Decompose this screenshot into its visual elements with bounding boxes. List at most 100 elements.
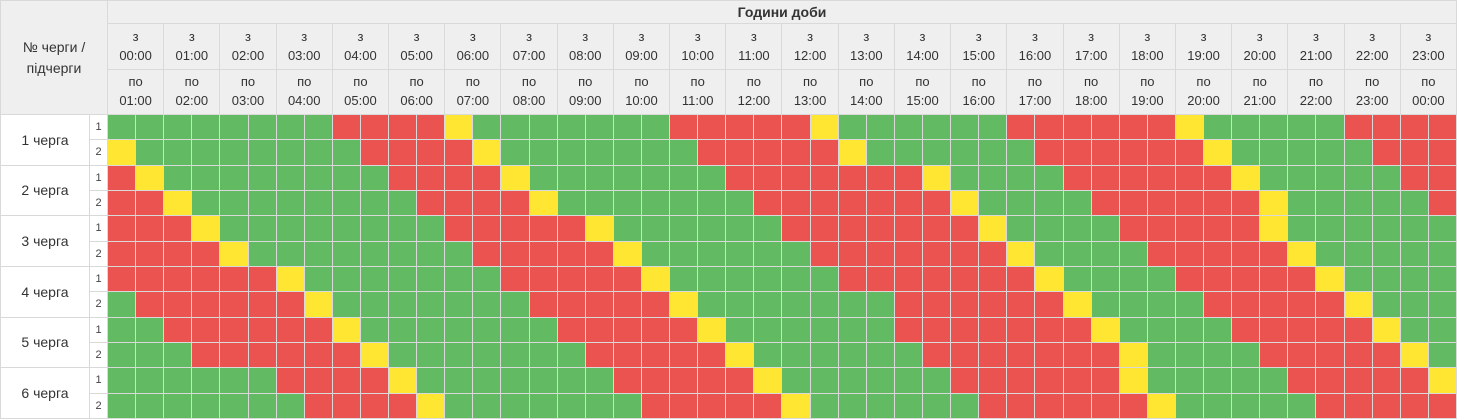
schedule-cell [1035, 140, 1063, 165]
schedule-cell [1175, 317, 1204, 342]
schedule-cell [754, 165, 782, 190]
schedule-cell [923, 393, 951, 418]
schedule-cell [1175, 115, 1204, 140]
schedule-cell [192, 267, 220, 292]
schedule-cell [782, 115, 810, 140]
schedule-cell [192, 343, 220, 368]
schedule-cell [1063, 191, 1091, 216]
schedule-cell [838, 191, 866, 216]
schedule-cell [1063, 393, 1091, 418]
schedule-cell [389, 368, 417, 393]
schedule-cell [1063, 241, 1091, 266]
schedule-cell [1147, 241, 1175, 266]
schedule-cell [1204, 115, 1232, 140]
hour-from-header: з 01:00 [164, 24, 220, 69]
schedule-cell [1428, 216, 1456, 241]
schedule-cell [585, 191, 613, 216]
hour-to-header: по 07:00 [445, 70, 501, 114]
schedule-cell [894, 267, 923, 292]
schedule-cell [164, 191, 192, 216]
schedule-cell [473, 368, 501, 393]
schedule-cell [894, 368, 923, 393]
schedule-cell [1007, 292, 1035, 317]
schedule-cell [529, 267, 557, 292]
subqueue-number: 2 [90, 191, 107, 216]
schedule-cell [248, 267, 276, 292]
schedule-cell [810, 368, 838, 393]
schedule-cell [1400, 368, 1428, 393]
schedule-cell [445, 115, 473, 140]
schedule-cell [473, 267, 501, 292]
schedule-cell [641, 165, 670, 190]
schedule-cell [866, 140, 894, 165]
schedule-cell [951, 140, 979, 165]
schedule-cell [220, 317, 248, 342]
schedule-cell [1344, 292, 1372, 317]
schedule-cell [108, 343, 136, 368]
schedule-cell [417, 292, 445, 317]
schedule-cell [1428, 368, 1456, 393]
schedule-cell [782, 267, 810, 292]
schedule-cell [810, 140, 838, 165]
schedule-cell [754, 267, 782, 292]
schedule-cell [389, 317, 417, 342]
schedule-cell [754, 191, 782, 216]
schedule-cell [613, 115, 641, 140]
schedule-cell [136, 165, 164, 190]
schedule-cell [613, 393, 641, 418]
schedule-cell [1288, 115, 1316, 140]
schedule-cell [1232, 191, 1260, 216]
hour-from-header: з 03:00 [276, 24, 332, 69]
schedule-cell [360, 165, 389, 190]
schedule-cell [389, 165, 417, 190]
hour-to-header: по 10:00 [613, 70, 670, 114]
schedule-cell [1232, 343, 1260, 368]
schedule-cell [220, 115, 248, 140]
schedule-cell [1232, 140, 1260, 165]
hour-to-header: по 21:00 [1232, 70, 1288, 114]
schedule-cell [557, 368, 585, 393]
schedule-cell [220, 241, 248, 266]
schedule-cell [1175, 165, 1204, 190]
schedule-cell [810, 216, 838, 241]
schedule-cell [838, 368, 866, 393]
schedule-cell [866, 115, 894, 140]
schedule-cell [1232, 393, 1260, 418]
schedule-cell [726, 292, 754, 317]
schedule-cell [1372, 343, 1400, 368]
schedule-cell [754, 241, 782, 266]
hour-to-header: по 09:00 [557, 70, 613, 114]
schedule-cell [473, 165, 501, 190]
schedule-cell [1260, 140, 1288, 165]
schedule-cell [136, 140, 164, 165]
schedule-cell [726, 191, 754, 216]
hour-to-header: по 15:00 [894, 70, 951, 114]
schedule-cell [136, 191, 164, 216]
schedule-cell [951, 317, 979, 342]
schedule-cell [248, 368, 276, 393]
schedule-cell [1091, 317, 1119, 342]
schedule-cell [557, 241, 585, 266]
schedule-cell [529, 115, 557, 140]
schedule-cell [360, 368, 389, 393]
schedule-cell [501, 140, 529, 165]
schedule-cell [332, 292, 360, 317]
hour-from-header: з 17:00 [1063, 24, 1119, 69]
schedule-cell [332, 115, 360, 140]
schedule-cell [332, 343, 360, 368]
schedule-cell [1344, 140, 1372, 165]
schedule-cell [1232, 368, 1260, 393]
schedule-cell [360, 140, 389, 165]
schedule-cell [782, 393, 810, 418]
schedule-cell [192, 140, 220, 165]
schedule-cell [136, 343, 164, 368]
schedule-cell [754, 393, 782, 418]
subqueue-number: 1 [90, 317, 107, 342]
schedule-cell [585, 368, 613, 393]
schedule-cell [332, 241, 360, 266]
schedule-cell [1260, 393, 1288, 418]
schedule-cell [557, 191, 585, 216]
schedule-cell [164, 368, 192, 393]
schedule-cell [417, 241, 445, 266]
schedule-cell [332, 216, 360, 241]
